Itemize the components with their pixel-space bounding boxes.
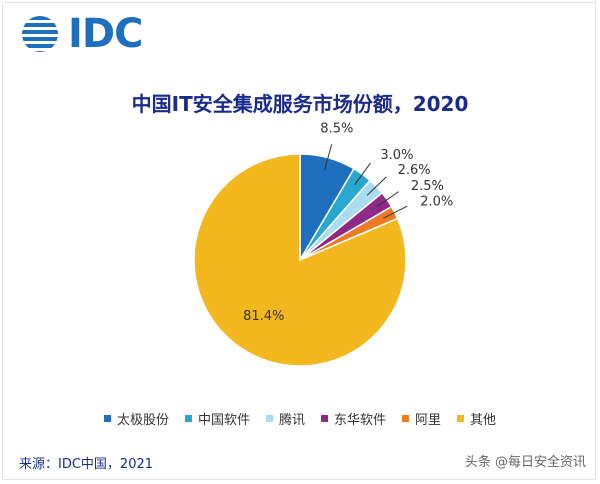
slice-label: 3.0% — [380, 148, 413, 163]
leader-line — [366, 176, 387, 196]
legend-item: 中国软件 — [184, 409, 250, 428]
legend: 太极股份 中国软件 腾讯 东华软件 阿里 其他 — [0, 409, 600, 428]
legend-item: 其他 — [457, 409, 496, 428]
pie-slice — [193, 153, 407, 367]
slice-label: 81.4% — [243, 309, 284, 324]
legend-item: 太极股份 — [103, 409, 169, 428]
source-note: 来源：IDC中国，2021 — [19, 457, 154, 472]
legend-swatch — [457, 415, 465, 422]
legend-label: 中国软件 — [197, 413, 250, 428]
legend-swatch — [103, 415, 111, 422]
idc-logo: IDC — [20, 11, 143, 57]
legend-label: 阿里 — [415, 413, 442, 428]
leader-line — [383, 205, 408, 219]
legend-item: 东华软件 — [321, 409, 386, 428]
logo-text: IDC — [68, 11, 143, 57]
slice-label: 2.0% — [420, 195, 453, 210]
legend-swatch — [265, 415, 273, 422]
slice-label: 2.5% — [411, 179, 444, 194]
globe-icon — [22, 16, 58, 52]
leader-line — [354, 162, 371, 185]
legend-swatch — [184, 415, 192, 422]
legend-item: 腾讯 — [265, 409, 305, 428]
chart-title: 中国IT安全集成服务市场份额，2020 — [131, 92, 469, 116]
slice-label: 2.6% — [398, 163, 431, 178]
legend-item: 阿里 — [402, 409, 441, 428]
leader-line — [376, 191, 399, 208]
chart-frame — [2, 2, 596, 480]
watermark: 头条 @每日安全资讯 — [464, 455, 586, 470]
legend-label: 其他 — [470, 413, 497, 428]
slice-label: 8.5% — [320, 122, 353, 137]
legend-label: 太极股份 — [116, 413, 169, 428]
legend-swatch — [402, 415, 410, 422]
leader-line — [324, 144, 333, 171]
legend-label: 东华软件 — [334, 413, 387, 428]
legend-label: 腾讯 — [278, 413, 305, 428]
legend-swatch — [321, 415, 328, 422]
